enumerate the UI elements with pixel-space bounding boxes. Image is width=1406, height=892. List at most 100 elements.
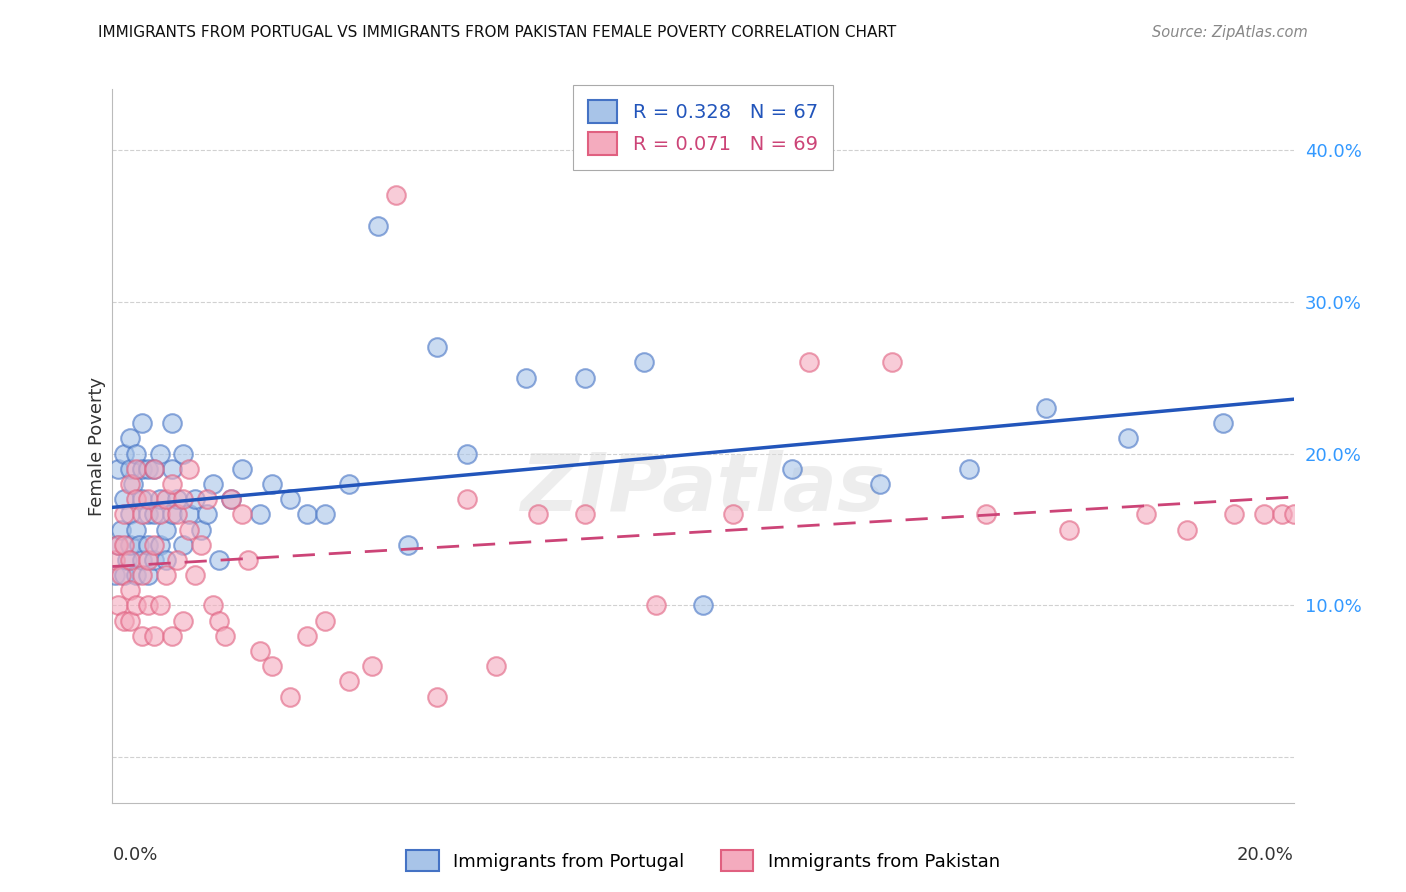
- Point: [184, 568, 207, 582]
- Point: [179, 462, 201, 476]
- Point: [179, 508, 201, 522]
- Point: [337, 674, 360, 689]
- Point: [122, 477, 145, 491]
- Point: [155, 568, 177, 582]
- Point: [260, 659, 283, 673]
- Point: [337, 477, 360, 491]
- Point: [238, 553, 260, 567]
- Point: [396, 538, 419, 552]
- Point: [131, 508, 153, 522]
- Text: Source: ZipAtlas.com: Source: ZipAtlas.com: [1152, 25, 1308, 40]
- Point: [131, 629, 153, 643]
- Point: [201, 477, 224, 491]
- Point: [125, 492, 148, 507]
- Point: [190, 538, 212, 552]
- Point: [179, 523, 201, 537]
- Point: [149, 447, 172, 461]
- Point: [880, 355, 903, 369]
- Point: [1035, 401, 1057, 415]
- Point: [1223, 508, 1246, 522]
- Legend: Immigrants from Portugal, Immigrants from Pakistan: Immigrants from Portugal, Immigrants fro…: [399, 843, 1007, 879]
- Point: [117, 553, 138, 567]
- Point: [107, 599, 129, 613]
- Point: [721, 508, 744, 522]
- Point: [426, 690, 449, 704]
- Point: [1057, 523, 1080, 537]
- Point: [149, 492, 172, 507]
- Point: [142, 553, 165, 567]
- Point: [112, 614, 135, 628]
- Text: 0.0%: 0.0%: [112, 846, 157, 863]
- Point: [692, 599, 714, 613]
- Point: [120, 508, 142, 522]
- Point: [456, 492, 478, 507]
- Point: [107, 462, 129, 476]
- Point: [515, 370, 537, 384]
- Point: [976, 508, 998, 522]
- Point: [160, 508, 183, 522]
- Point: [131, 568, 153, 582]
- Point: [112, 492, 135, 507]
- Point: [231, 462, 253, 476]
- Point: [633, 355, 655, 369]
- Point: [110, 568, 132, 582]
- Point: [172, 492, 194, 507]
- Point: [120, 583, 142, 598]
- Point: [120, 431, 142, 445]
- Point: [526, 508, 548, 522]
- Point: [574, 508, 596, 522]
- Point: [249, 644, 271, 658]
- Point: [107, 538, 129, 552]
- Point: [166, 553, 188, 567]
- Point: [166, 492, 188, 507]
- Text: 20.0%: 20.0%: [1237, 846, 1294, 863]
- Text: ZIPatlas: ZIPatlas: [520, 450, 886, 528]
- Point: [485, 659, 508, 673]
- Point: [142, 508, 165, 522]
- Point: [120, 614, 142, 628]
- Point: [426, 340, 449, 354]
- Point: [128, 538, 150, 552]
- Point: [112, 508, 135, 522]
- Point: [112, 447, 135, 461]
- Point: [160, 416, 183, 430]
- Point: [957, 462, 980, 476]
- Point: [190, 523, 212, 537]
- Point: [120, 553, 142, 567]
- Point: [136, 508, 159, 522]
- Point: [278, 492, 301, 507]
- Text: IMMIGRANTS FROM PORTUGAL VS IMMIGRANTS FROM PAKISTAN FEMALE POVERTY CORRELATION : IMMIGRANTS FROM PORTUGAL VS IMMIGRANTS F…: [98, 25, 897, 40]
- Point: [160, 629, 183, 643]
- Point: [136, 599, 159, 613]
- Point: [160, 462, 183, 476]
- Point: [231, 508, 253, 522]
- Point: [361, 659, 384, 673]
- Point: [172, 447, 194, 461]
- Point: [172, 614, 194, 628]
- Point: [142, 538, 165, 552]
- Point: [456, 447, 478, 461]
- Point: [1135, 508, 1157, 522]
- Point: [155, 492, 177, 507]
- Point: [1212, 416, 1234, 430]
- Point: [385, 188, 408, 202]
- Point: [120, 477, 142, 491]
- Point: [112, 538, 135, 552]
- Point: [125, 599, 148, 613]
- Point: [780, 462, 803, 476]
- Point: [314, 508, 336, 522]
- Point: [219, 492, 242, 507]
- Point: [131, 553, 153, 567]
- Point: [149, 508, 172, 522]
- Point: [149, 599, 172, 613]
- Point: [644, 599, 666, 613]
- Point: [260, 477, 283, 491]
- Point: [149, 538, 172, 552]
- Point: [278, 690, 301, 704]
- Point: [110, 523, 132, 537]
- Point: [574, 370, 596, 384]
- Point: [155, 523, 177, 537]
- Point: [136, 553, 159, 567]
- Point: [136, 492, 159, 507]
- Point: [314, 614, 336, 628]
